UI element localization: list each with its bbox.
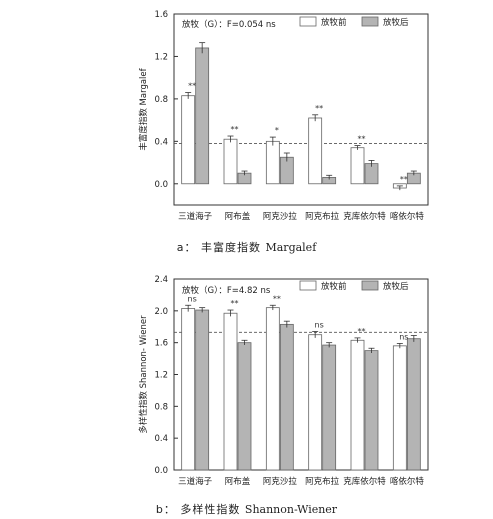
significance-mark: ns — [315, 321, 324, 330]
x-tick-label: 三道海子 — [178, 476, 213, 487]
caption-b-index-name: Shannon-Wiener — [244, 503, 338, 516]
chart-panel-b: 0.0 0.4 0.8 1.2 1.6 2.0 2.4 多样性指数 Shannon- Wien… — [138, 275, 429, 487]
bar-after — [364, 350, 379, 471]
caption-a-prefix: a： — [176, 241, 197, 254]
x-tick-label: 阿克沙拉 — [263, 211, 298, 222]
bar-before — [265, 307, 280, 471]
legend-swatch-before — [299, 16, 317, 27]
legend-label: 放牧后 — [383, 17, 409, 28]
caption-b-title: 多样性指数 — [180, 503, 241, 516]
significance-mark: ** — [231, 125, 239, 134]
significance-mark: ** — [315, 104, 323, 113]
caption-a-title: 丰富度指数 — [200, 241, 261, 254]
y-tick-label: 0.8 — [154, 402, 168, 412]
bar-after — [322, 344, 337, 471]
y-tick-label: 0.0 — [154, 466, 168, 476]
plot-frame — [173, 13, 429, 206]
bar-before — [265, 140, 280, 185]
legend-swatch-after — [361, 16, 379, 27]
y-tick-label: 0.0 — [154, 180, 168, 190]
significance-mark: ** — [358, 327, 366, 336]
bar-after — [195, 47, 210, 185]
significance-mark: ** — [273, 294, 281, 303]
bar-before — [392, 345, 407, 471]
anova-annotation: 放牧（G）：F=0.054 ns — [182, 19, 276, 30]
y-tick-label: 2.0 — [154, 307, 168, 317]
x-tick-label: 喀依尔特 — [390, 211, 425, 222]
y-tick-label: 1.6 — [154, 10, 168, 20]
x-tick-label: 三道海子 — [178, 211, 213, 222]
x-tick-label: 阿克布拉 — [305, 476, 340, 487]
y-tick-label: 1.6 — [154, 339, 168, 349]
significance-mark: ** — [358, 135, 366, 144]
x-tick-label: 喀依尔特 — [390, 476, 425, 487]
x-tick-label: 阿布盖 — [225, 211, 251, 222]
significance-mark: ** — [231, 299, 239, 308]
legend-label: 放牧前 — [321, 281, 347, 292]
y-tick-label: 1.2 — [154, 371, 168, 381]
significance-mark: ns — [399, 332, 408, 341]
caption-b: b： 多样性指数 Shannon-Wiener — [0, 501, 493, 517]
bar-after — [195, 309, 210, 471]
x-tick-label: 克库依尔特 — [343, 211, 386, 222]
significance-mark: * — [275, 126, 279, 135]
y-tick-label: 1.2 — [154, 52, 168, 62]
legend-label: 放牧前 — [321, 17, 347, 28]
x-tick-label: 阿布盖 — [225, 476, 251, 487]
bar-before — [308, 117, 323, 185]
legend-swatch-before — [299, 280, 317, 291]
bar-before — [181, 95, 196, 185]
plot-frame — [173, 278, 429, 471]
bar-before — [223, 138, 238, 185]
bar-before — [308, 334, 323, 471]
significance-mark: ** — [188, 82, 196, 91]
caption-a: a： 丰富度指数 Margalef — [0, 239, 493, 255]
x-tick-label: 阿克沙拉 — [263, 476, 298, 487]
x-tick-label: 阿克布拉 — [305, 211, 340, 222]
bar-before — [350, 147, 365, 185]
bar-before — [223, 312, 238, 471]
bar-before — [181, 308, 196, 471]
bar-after — [279, 323, 294, 471]
legend-label: 放牧后 — [383, 281, 409, 292]
y-axis-label: 多样性指数 Shannon- Wiener — [138, 315, 149, 434]
bar-after — [237, 342, 252, 471]
anova-annotation: 放牧（G）：F=4.82 ns — [182, 285, 271, 296]
y-tick-label: 0.4 — [154, 434, 168, 444]
caption-a-index-name: Margalef — [265, 241, 317, 254]
chart-panel-a: 0.0 0.4 0.8 1.2 1.6 丰富度指数 Margalef ** 三道海子 ** 阿布盖… — [138, 10, 429, 222]
y-tick-label: 0.4 — [154, 137, 168, 147]
y-tick-label: 0.8 — [154, 95, 168, 105]
y-tick-label: 2.4 — [154, 275, 168, 285]
y-axis-label: 丰富度指数 Margalef — [138, 67, 149, 150]
legend-swatch-after — [361, 280, 379, 291]
significance-mark: ** — [400, 175, 408, 184]
x-tick-label: 克库依尔特 — [343, 476, 386, 487]
significance-mark: ns — [188, 294, 197, 303]
bar-before — [350, 339, 365, 471]
caption-b-prefix: b： — [155, 503, 176, 516]
bar-after — [406, 338, 421, 471]
